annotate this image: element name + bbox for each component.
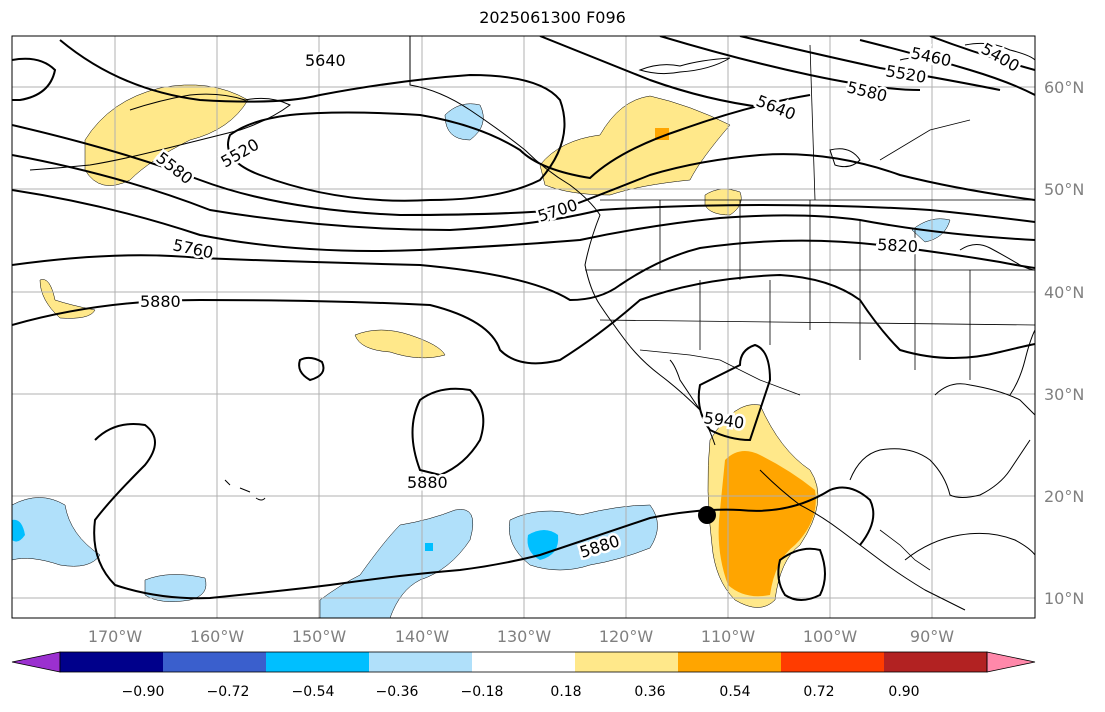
colorbar-segment [678, 652, 782, 672]
colorbar-ticks: −0.90 −0.72 −0.54 −0.36 −0.18 0.18 0.36 … [122, 684, 920, 700]
colorbar-segment [163, 652, 267, 672]
contour-label: 5880 [140, 292, 181, 311]
lon-label: 160°W [190, 627, 245, 646]
colorbar-segment [266, 652, 370, 672]
lat-label: 40°N [1044, 283, 1084, 302]
colorbar [11, 651, 1036, 673]
colorbar-tick-label: 0.90 [888, 684, 919, 700]
contour-label: 5880 [407, 473, 448, 492]
colorbar-tick-label: −0.54 [292, 684, 335, 700]
lat-label: 50°N [1044, 180, 1084, 199]
colorbar-tick-label: 0.36 [634, 684, 665, 700]
colorbar-extend-high [986, 651, 1036, 673]
colorbar-tick-label: 0.54 [719, 684, 750, 700]
colorbar-tick-label: −0.36 [376, 684, 419, 700]
map-title: 2025061300 F096 [479, 8, 626, 27]
lon-label: 100°W [803, 627, 858, 646]
lat-label: 60°N [1044, 78, 1084, 97]
lon-label: 90°W [910, 627, 954, 646]
height-contours [12, 36, 1035, 601]
location-marker [698, 506, 716, 524]
lat-label: 30°N [1044, 385, 1084, 404]
colorbar-segment [575, 652, 679, 672]
colorbar-segment [472, 652, 576, 672]
lat-label: 10°N [1044, 589, 1084, 608]
colorbar-tick-label: 0.18 [550, 684, 581, 700]
lon-label: 130°W [497, 627, 552, 646]
colorbar-segment [60, 652, 164, 672]
colorbar-outline [59, 651, 988, 673]
lon-label: 150°W [292, 627, 347, 646]
lat-label: 20°N [1044, 487, 1084, 506]
colorbar-segment [369, 652, 473, 672]
lon-label: 120°W [599, 627, 654, 646]
colorbar-tick-label: −0.72 [207, 684, 250, 700]
colorbar-segment [781, 652, 885, 672]
map-frame [11, 35, 1036, 619]
contour-label: 5640 [305, 51, 346, 70]
longitude-labels: 170°W 160°W 150°W 140°W 130°W 120°W 110°… [88, 627, 954, 646]
colorbar-extend-low [11, 651, 61, 673]
colorbar-tick-label: −0.90 [122, 684, 165, 700]
colorbar-segment [884, 652, 988, 672]
colorbar-tick-label: 0.72 [803, 684, 834, 700]
lon-label: 170°W [88, 627, 143, 646]
contour-label: 5820 [877, 235, 919, 256]
lon-label: 110°W [701, 627, 756, 646]
lon-label: 140°W [395, 627, 450, 646]
colorbar-tick-label: −0.18 [461, 684, 504, 700]
political-borders [585, 44, 1035, 571]
latitude-labels: 60°N 50°N 40°N 30°N 20°N 10°N [1044, 78, 1084, 608]
